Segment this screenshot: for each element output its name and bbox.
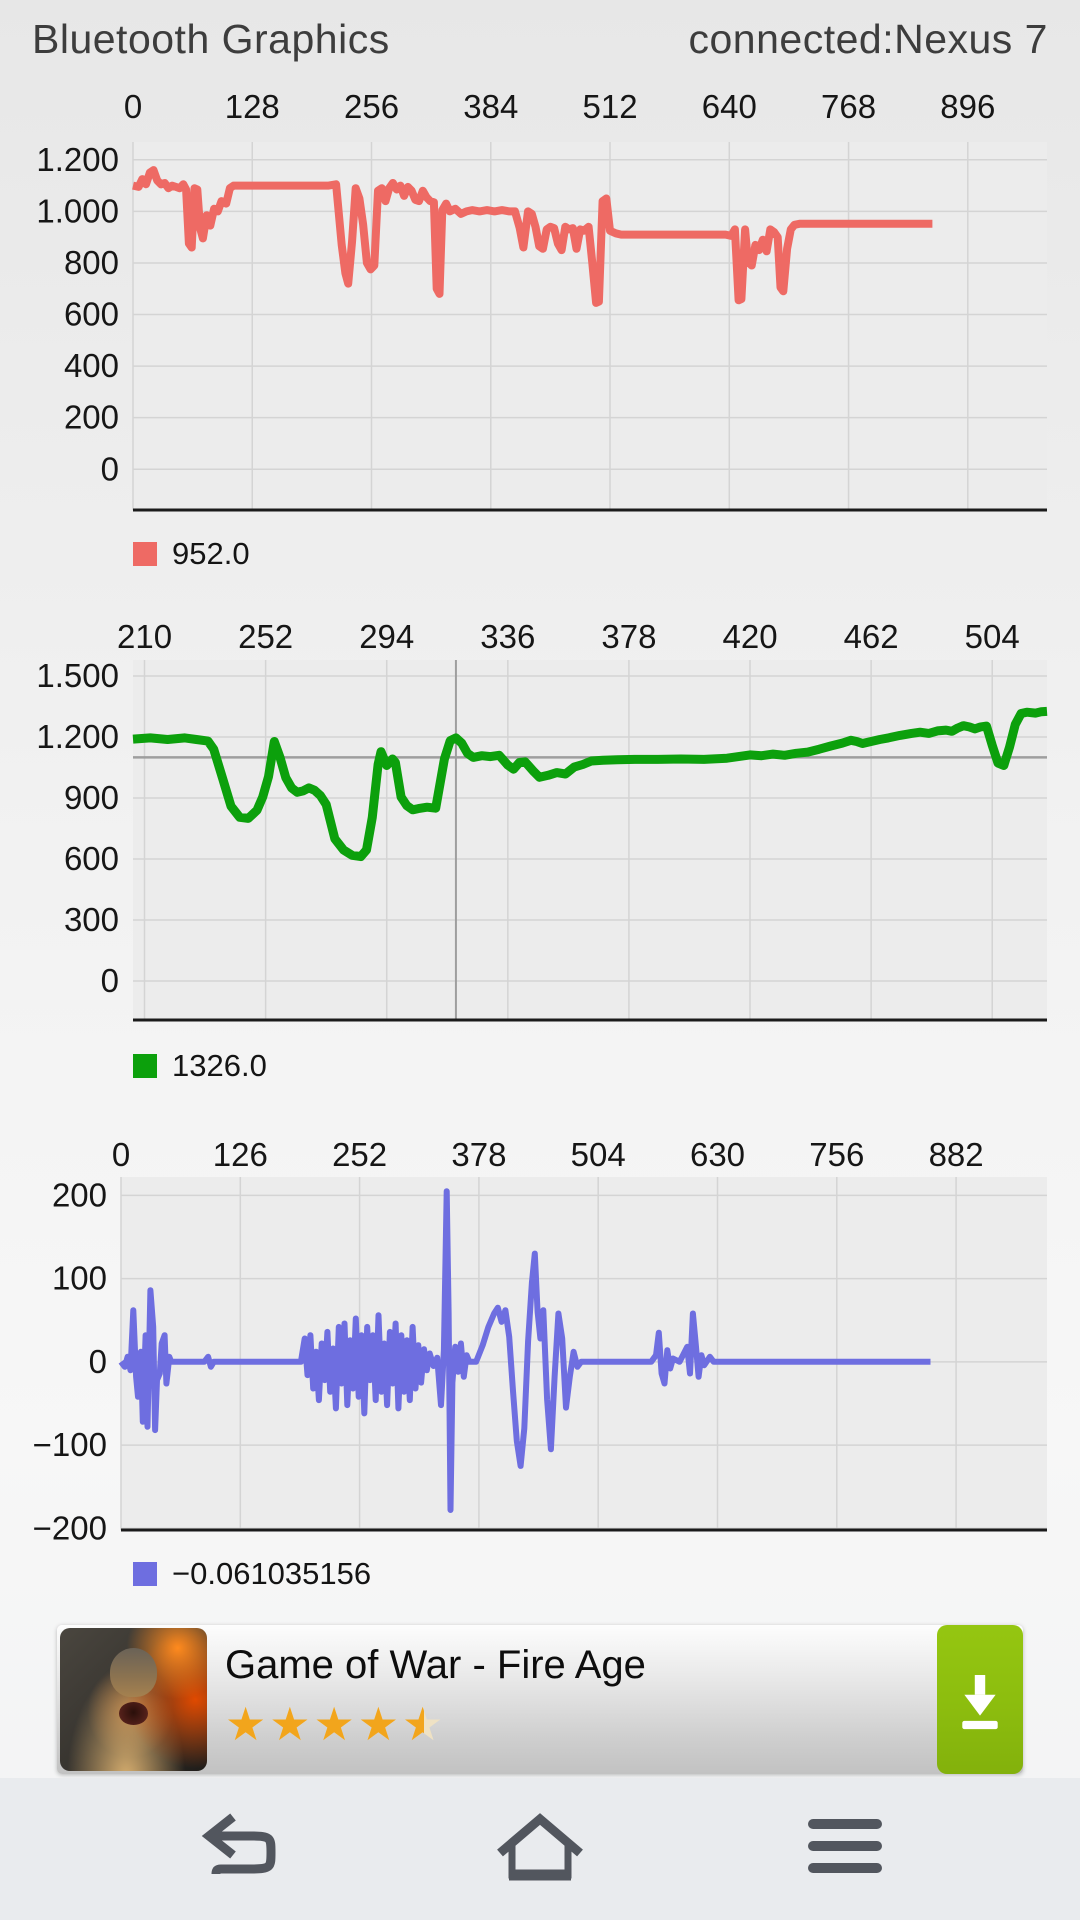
plot-area: [133, 142, 1047, 510]
legend-red: 952.0: [133, 536, 250, 571]
connection-status: connected:Nexus 7: [688, 15, 1048, 62]
navigation-bar: [0, 1778, 1080, 1920]
y-tick-label: 600: [64, 296, 119, 333]
back-arrow-icon: [201, 1812, 276, 1874]
app-title: Bluetooth Graphics: [32, 15, 390, 62]
x-tick-label: 504: [571, 1136, 626, 1173]
x-tick-label: 252: [332, 1136, 387, 1173]
download-button[interactable]: [937, 1625, 1023, 1774]
game-of-war-app-icon[interactable]: [60, 1628, 207, 1771]
legend-green: 1326.0: [133, 1048, 267, 1083]
x-tick-label: 640: [702, 88, 757, 125]
legend-swatch-green: [133, 1054, 157, 1078]
x-tick-label: 882: [929, 1136, 984, 1173]
x-tick-label: 128: [225, 88, 280, 125]
y-tick-label: 0: [101, 450, 119, 487]
x-tick-label: 126: [213, 1136, 268, 1173]
x-tick-label: 462: [844, 618, 899, 655]
x-tick-label: 384: [463, 88, 518, 125]
y-tick-label: 100: [52, 1260, 107, 1297]
ad-banner[interactable]: Game of War - Fire Age ★★★★★ ★★★★★: [57, 1625, 1023, 1774]
y-tick-label: 200: [52, 1176, 107, 1213]
y-tick-label: −200: [33, 1509, 107, 1546]
plot-area: [133, 660, 1047, 1020]
legend-blue: −0.061035156: [133, 1556, 371, 1591]
x-tick-label: 336: [480, 618, 535, 655]
y-tick-label: 1.500: [36, 657, 119, 694]
x-tick-label: 756: [809, 1136, 864, 1173]
series-line-series-2-green: [132, 706, 1048, 862]
chart-canvas-series-3-blue[interactable]: 0 126 252 378 504 630 756 882 200 100 0 −100 −200: [0, 1130, 1080, 1550]
x-tick-label: 210: [117, 618, 172, 655]
chart-canvas-series-1-red[interactable]: 0 128 256 384 512 640 768 896 1.200 1.000 800 600 40…: [0, 80, 1080, 540]
x-tick-label: 378: [601, 618, 656, 655]
home-icon: [497, 1812, 583, 1880]
plot-area: [121, 1177, 1047, 1530]
x-tick-label: 256: [344, 88, 399, 125]
rating-stars-empty: ★★★★★: [225, 1698, 447, 1750]
app-header: Bluetooth Graphics connected:Nexus 7: [32, 14, 1048, 64]
home-button[interactable]: [492, 1804, 588, 1896]
x-tick-label: 252: [238, 618, 293, 655]
rating-stars-filled: ★★★★★: [225, 1699, 424, 1749]
back-button[interactable]: [193, 1804, 289, 1896]
ad-app-title: Game of War - Fire Age: [225, 1643, 646, 1687]
y-tick-label: 200: [64, 399, 119, 436]
x-tick-label: 420: [722, 618, 777, 655]
download-arrow-icon: [962, 1674, 998, 1729]
y-tick-label: 1.000: [36, 192, 119, 229]
rating-stars: ★★★★★ ★★★★★: [225, 1699, 446, 1749]
x-tick-label: 768: [821, 88, 876, 125]
y-tick-label: −100: [33, 1426, 107, 1463]
legend-value-red: 952.0: [172, 536, 250, 571]
x-tick-label: 0: [124, 88, 142, 125]
legend-value-blue: −0.061035156: [172, 1556, 372, 1591]
chart-blue-series[interactable]: 0 126 252 378 504 630 756 882 200 100 0 −100 −200: [0, 1130, 1080, 1550]
x-tick-label: 0: [112, 1136, 130, 1173]
y-tick-label: 1.200: [36, 141, 119, 178]
menu-button[interactable]: [797, 1804, 893, 1896]
x-tick-label: 504: [965, 618, 1020, 655]
x-tick-label: 294: [359, 618, 414, 655]
y-tick-label: 300: [64, 901, 119, 938]
y-tick-label: 0: [89, 1343, 107, 1380]
y-tick-label: 600: [64, 840, 119, 877]
x-tick-label: 512: [583, 88, 638, 125]
legend-swatch-blue: [133, 1562, 157, 1586]
chart-green-series[interactable]: 210 252 294 336 378 420 462 504 1.500 1.200 900 600…: [0, 615, 1080, 1051]
y-tick-label: 400: [64, 347, 119, 384]
x-tick-label: 630: [690, 1136, 745, 1173]
chart-canvas-series-2-green[interactable]: 210 252 294 336 378 420 462 504 1.500 1.200 900 600…: [0, 615, 1080, 1051]
y-tick-label: 1.200: [36, 718, 119, 755]
legend-swatch-red: [133, 542, 157, 566]
y-tick-label: 900: [64, 779, 119, 816]
series-line-series-1-red: [132, 166, 933, 307]
menu-bars-icon: [808, 1818, 882, 1873]
legend-value-green: 1326.0: [172, 1048, 267, 1083]
ad-panel: [57, 1625, 1023, 1774]
x-tick-label: 378: [451, 1136, 506, 1173]
x-tick-label: 896: [940, 88, 995, 125]
series-line-series-3-blue: [118, 1188, 931, 1513]
y-tick-label: 800: [64, 244, 119, 281]
y-tick-label: 0: [101, 962, 119, 999]
chart-red-series[interactable]: 0 128 256 384 512 640 768 896 1.200 1.000 800 600 40…: [0, 80, 1080, 540]
